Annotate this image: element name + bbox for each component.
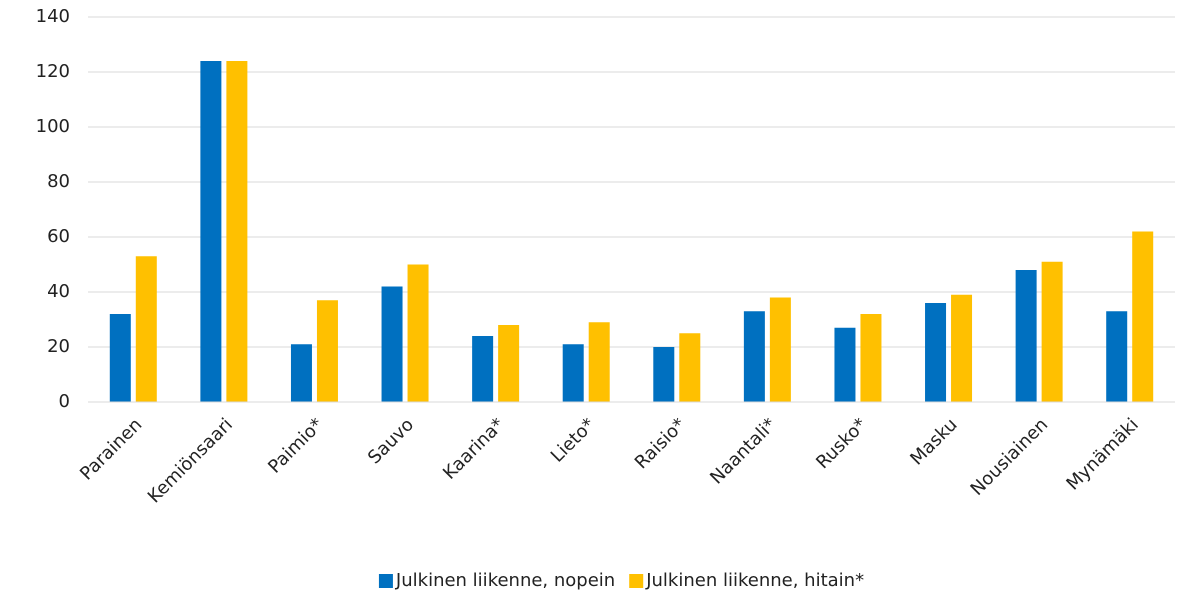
y-tick-label: 100 bbox=[36, 116, 70, 137]
bar bbox=[925, 303, 947, 402]
legend-swatch bbox=[378, 574, 393, 588]
x-tick-label: Kemiönsaari bbox=[144, 414, 237, 507]
bar bbox=[653, 347, 675, 402]
x-tick-label: Masku bbox=[906, 414, 961, 469]
bar bbox=[226, 61, 248, 402]
bar bbox=[743, 311, 765, 402]
legend-label: Julkinen liikenne, hitain* bbox=[645, 570, 864, 591]
bar bbox=[834, 327, 856, 402]
x-tick-label: Parainen bbox=[76, 414, 146, 484]
x-tick-label: Sauvo bbox=[364, 414, 418, 468]
legend: Julkinen liikenne, nopein Julkinen liiken… bbox=[378, 570, 864, 591]
bar bbox=[769, 297, 791, 402]
x-tick-label: Paimio* bbox=[264, 414, 327, 477]
x-tick-label: Kaarina* bbox=[439, 414, 509, 484]
bar bbox=[135, 256, 157, 402]
bar bbox=[1015, 270, 1037, 402]
bar bbox=[316, 300, 338, 402]
bar bbox=[860, 314, 882, 402]
x-tick-label: Nousiainen bbox=[967, 414, 1053, 500]
x-tick-label: Naantali* bbox=[706, 414, 780, 488]
bar bbox=[109, 314, 131, 402]
bar bbox=[200, 61, 222, 402]
y-tick-label: 0 bbox=[59, 391, 70, 412]
bar bbox=[381, 286, 403, 402]
bar bbox=[679, 333, 701, 402]
y-tick-label: 120 bbox=[36, 61, 70, 82]
bar bbox=[472, 336, 494, 402]
bar bbox=[407, 264, 429, 402]
x-tick-label: Rusko* bbox=[812, 414, 871, 473]
x-tick-label: Lieto* bbox=[547, 414, 599, 466]
bar bbox=[290, 344, 312, 402]
x-tick-label: Raisio* bbox=[631, 414, 690, 473]
bar bbox=[1041, 261, 1063, 402]
y-tick-label: 140 bbox=[36, 6, 70, 27]
y-tick-label: 80 bbox=[47, 171, 70, 192]
x-tick-label: Mynämäki bbox=[1062, 414, 1142, 494]
y-tick-label: 40 bbox=[47, 281, 70, 302]
legend-swatch bbox=[629, 574, 644, 588]
bar bbox=[1132, 231, 1154, 402]
bar bbox=[498, 325, 520, 402]
bar bbox=[588, 322, 610, 402]
bar bbox=[951, 294, 973, 402]
y-tick-label: 60 bbox=[47, 226, 70, 247]
y-tick-label: 20 bbox=[47, 336, 70, 357]
bar bbox=[1106, 311, 1128, 402]
legend-label: Julkinen liikenne, nopein bbox=[395, 570, 615, 591]
bar bbox=[562, 344, 584, 402]
